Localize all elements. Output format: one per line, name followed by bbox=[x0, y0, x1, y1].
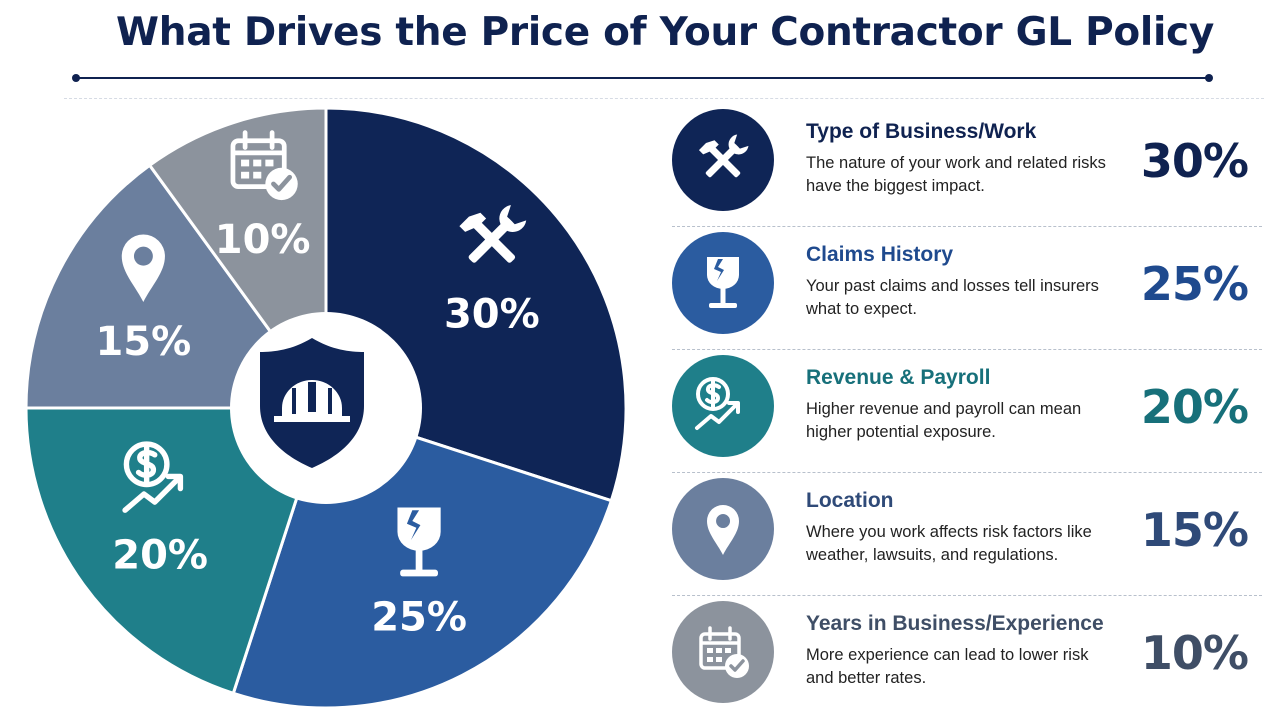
factor-name: Location bbox=[806, 489, 894, 512]
factor-description: Higher revenue and payroll can mean high… bbox=[806, 400, 1082, 441]
pie-chart: 30% 25% 20% 15% 10% bbox=[24, 106, 628, 710]
factor-description: Your past claims and losses tell insurer… bbox=[806, 277, 1099, 318]
factor-percent: 10% bbox=[1140, 626, 1249, 680]
slice-percent-label: 10% bbox=[215, 217, 311, 263]
pie-slice bbox=[24, 163, 329, 410]
legend-list: Type of Business/Work The nature of your… bbox=[672, 104, 1262, 718]
hammer-wrench-icon bbox=[698, 134, 749, 178]
slice-percent-label: 15% bbox=[95, 319, 191, 365]
claims-history-badge bbox=[672, 232, 774, 334]
calendar-check-icon bbox=[230, 130, 298, 201]
pie-slice bbox=[24, 406, 329, 696]
broken-glass-icon bbox=[707, 257, 739, 308]
legend-row-location: Location Where you work affects risk fac… bbox=[672, 472, 1262, 595]
slice-percent-label: 20% bbox=[112, 532, 208, 578]
map-pin-icon bbox=[707, 505, 739, 555]
factor-percent: 20% bbox=[1140, 380, 1249, 434]
factor-description: The nature of your work and related risk… bbox=[806, 154, 1106, 195]
divider-dot-left bbox=[72, 74, 80, 82]
revenue-payroll-badge bbox=[672, 355, 774, 457]
title-divider bbox=[72, 74, 1213, 82]
page-title: What Drives the Price of Your Contractor… bbox=[116, 10, 1214, 55]
slice-percent-label: 25% bbox=[371, 595, 467, 641]
slice-percent-label: 30% bbox=[444, 292, 540, 338]
legend-row-business-type: Type of Business/Work The nature of your… bbox=[672, 104, 1262, 226]
legend-row-claims-history: Claims History Your past claims and loss… bbox=[672, 226, 1262, 349]
legend-row-years-experience: Years in Business/Experience More experi… bbox=[672, 595, 1262, 718]
factor-name: Revenue & Payroll bbox=[806, 366, 991, 389]
dollar-growth-icon bbox=[695, 377, 740, 430]
business-type-badge bbox=[672, 109, 774, 211]
factor-percent: 30% bbox=[1140, 134, 1249, 188]
dashed-separator bbox=[64, 98, 1264, 99]
broken-glass-icon bbox=[397, 507, 441, 577]
factor-description: Where you work affects risk factors like… bbox=[806, 523, 1092, 564]
map-pin-icon bbox=[121, 234, 165, 303]
hammer-wrench-icon bbox=[459, 205, 527, 263]
location-badge bbox=[672, 478, 774, 580]
years-experience-badge bbox=[672, 601, 774, 703]
factor-percent: 15% bbox=[1140, 503, 1249, 557]
divider-dot-right bbox=[1205, 74, 1213, 82]
factor-name: Years in Business/Experience bbox=[806, 612, 1104, 635]
legend-row-revenue-payroll: Revenue & Payroll Higher revenue and pay… bbox=[672, 349, 1262, 472]
factor-description: More experience can lead to lower risk a… bbox=[806, 646, 1089, 687]
dollar-growth-icon bbox=[122, 441, 184, 513]
shield-hardhat-icon bbox=[260, 338, 364, 468]
factor-name: Type of Business/Work bbox=[806, 120, 1037, 143]
factor-percent: 25% bbox=[1140, 257, 1249, 311]
calendar-check-icon bbox=[699, 626, 749, 678]
factor-name: Claims History bbox=[806, 243, 954, 266]
